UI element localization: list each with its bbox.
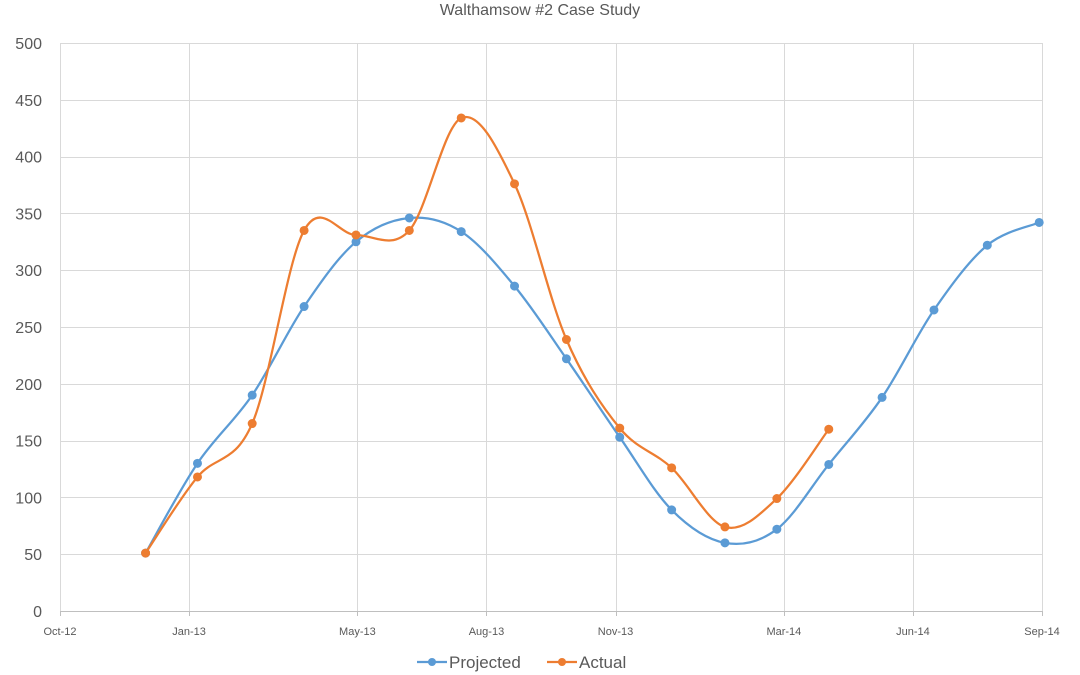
legend-entry-projected: Projected [417, 653, 521, 672]
y-tick-label: 300 [15, 263, 42, 280]
y-tick-label: 450 [15, 93, 42, 110]
x-tick-label: Nov-13 [598, 626, 633, 638]
data-point-actual [351, 230, 361, 240]
gridlines [60, 43, 1043, 616]
data-point-projected [772, 524, 782, 534]
data-point-actual [510, 179, 520, 189]
data-point-projected [720, 538, 730, 548]
x-tick-label: Sep-14 [1024, 626, 1059, 638]
data-point-projected [1034, 217, 1044, 227]
y-tick-label: 200 [15, 377, 42, 394]
data-point-projected [510, 281, 520, 291]
series-line-actual [144, 115, 830, 555]
y-tick-label: 500 [15, 36, 42, 53]
y-tick-label: 0 [33, 604, 42, 621]
legend-marker [558, 658, 566, 666]
data-point-actual [720, 522, 730, 532]
x-tick-label: Mar-14 [766, 626, 801, 638]
data-point-actual [772, 494, 782, 504]
data-point-projected [615, 432, 625, 442]
data-point-actual [192, 472, 202, 482]
y-tick-label: 250 [15, 320, 42, 337]
data-point-projected [247, 390, 257, 400]
x-tick-label: Oct-12 [43, 626, 76, 638]
y-tick-label: 350 [15, 206, 42, 223]
legend-label: Actual [579, 653, 626, 672]
data-point-projected [929, 305, 939, 315]
data-point-actual [615, 423, 625, 433]
data-point-actual [667, 463, 677, 473]
x-tick-label: Jan-13 [172, 626, 206, 638]
data-point-actual [404, 225, 414, 235]
x-tick-label: May-13 [339, 626, 376, 638]
series-actual [141, 113, 834, 558]
x-tick-label: Jun-14 [896, 626, 930, 638]
data-point-projected [456, 227, 466, 237]
y-axis-tick-labels: 0 50 100 150 200 250 300 350 400 450 500 [15, 36, 42, 621]
data-point-projected [824, 459, 834, 469]
data-point-projected [667, 505, 677, 515]
data-point-actual [141, 548, 151, 558]
series-projected [141, 213, 1044, 558]
y-tick-label: 150 [15, 434, 42, 451]
data-point-projected [299, 302, 309, 312]
data-point-projected [192, 458, 202, 468]
y-tick-label: 400 [15, 150, 42, 167]
legend-entry-actual: Actual [547, 653, 626, 672]
data-point-actual [299, 225, 309, 235]
data-point-actual [247, 419, 257, 429]
data-point-projected [561, 354, 571, 364]
y-tick-label: 100 [15, 490, 42, 507]
data-point-projected [404, 213, 414, 223]
chart-title: Walthamsow #2 Case Study [440, 2, 640, 19]
legend-label: Projected [449, 653, 521, 672]
data-point-actual [456, 113, 466, 123]
data-point-actual [824, 424, 834, 434]
data-point-projected [877, 392, 887, 402]
series-line-projected [144, 216, 1041, 555]
y-tick-label: 50 [24, 547, 42, 564]
legend-marker [428, 658, 436, 666]
x-tick-label: Aug-13 [469, 626, 504, 638]
data-point-projected [982, 240, 992, 250]
series-layer [141, 113, 1044, 558]
data-point-actual [561, 334, 571, 344]
legend: Projected Actual [417, 653, 626, 672]
x-axis-tick-labels: Oct-12 Jan-13 May-13 Aug-13 Nov-13 Mar-14 Jun-… [43, 626, 1059, 638]
